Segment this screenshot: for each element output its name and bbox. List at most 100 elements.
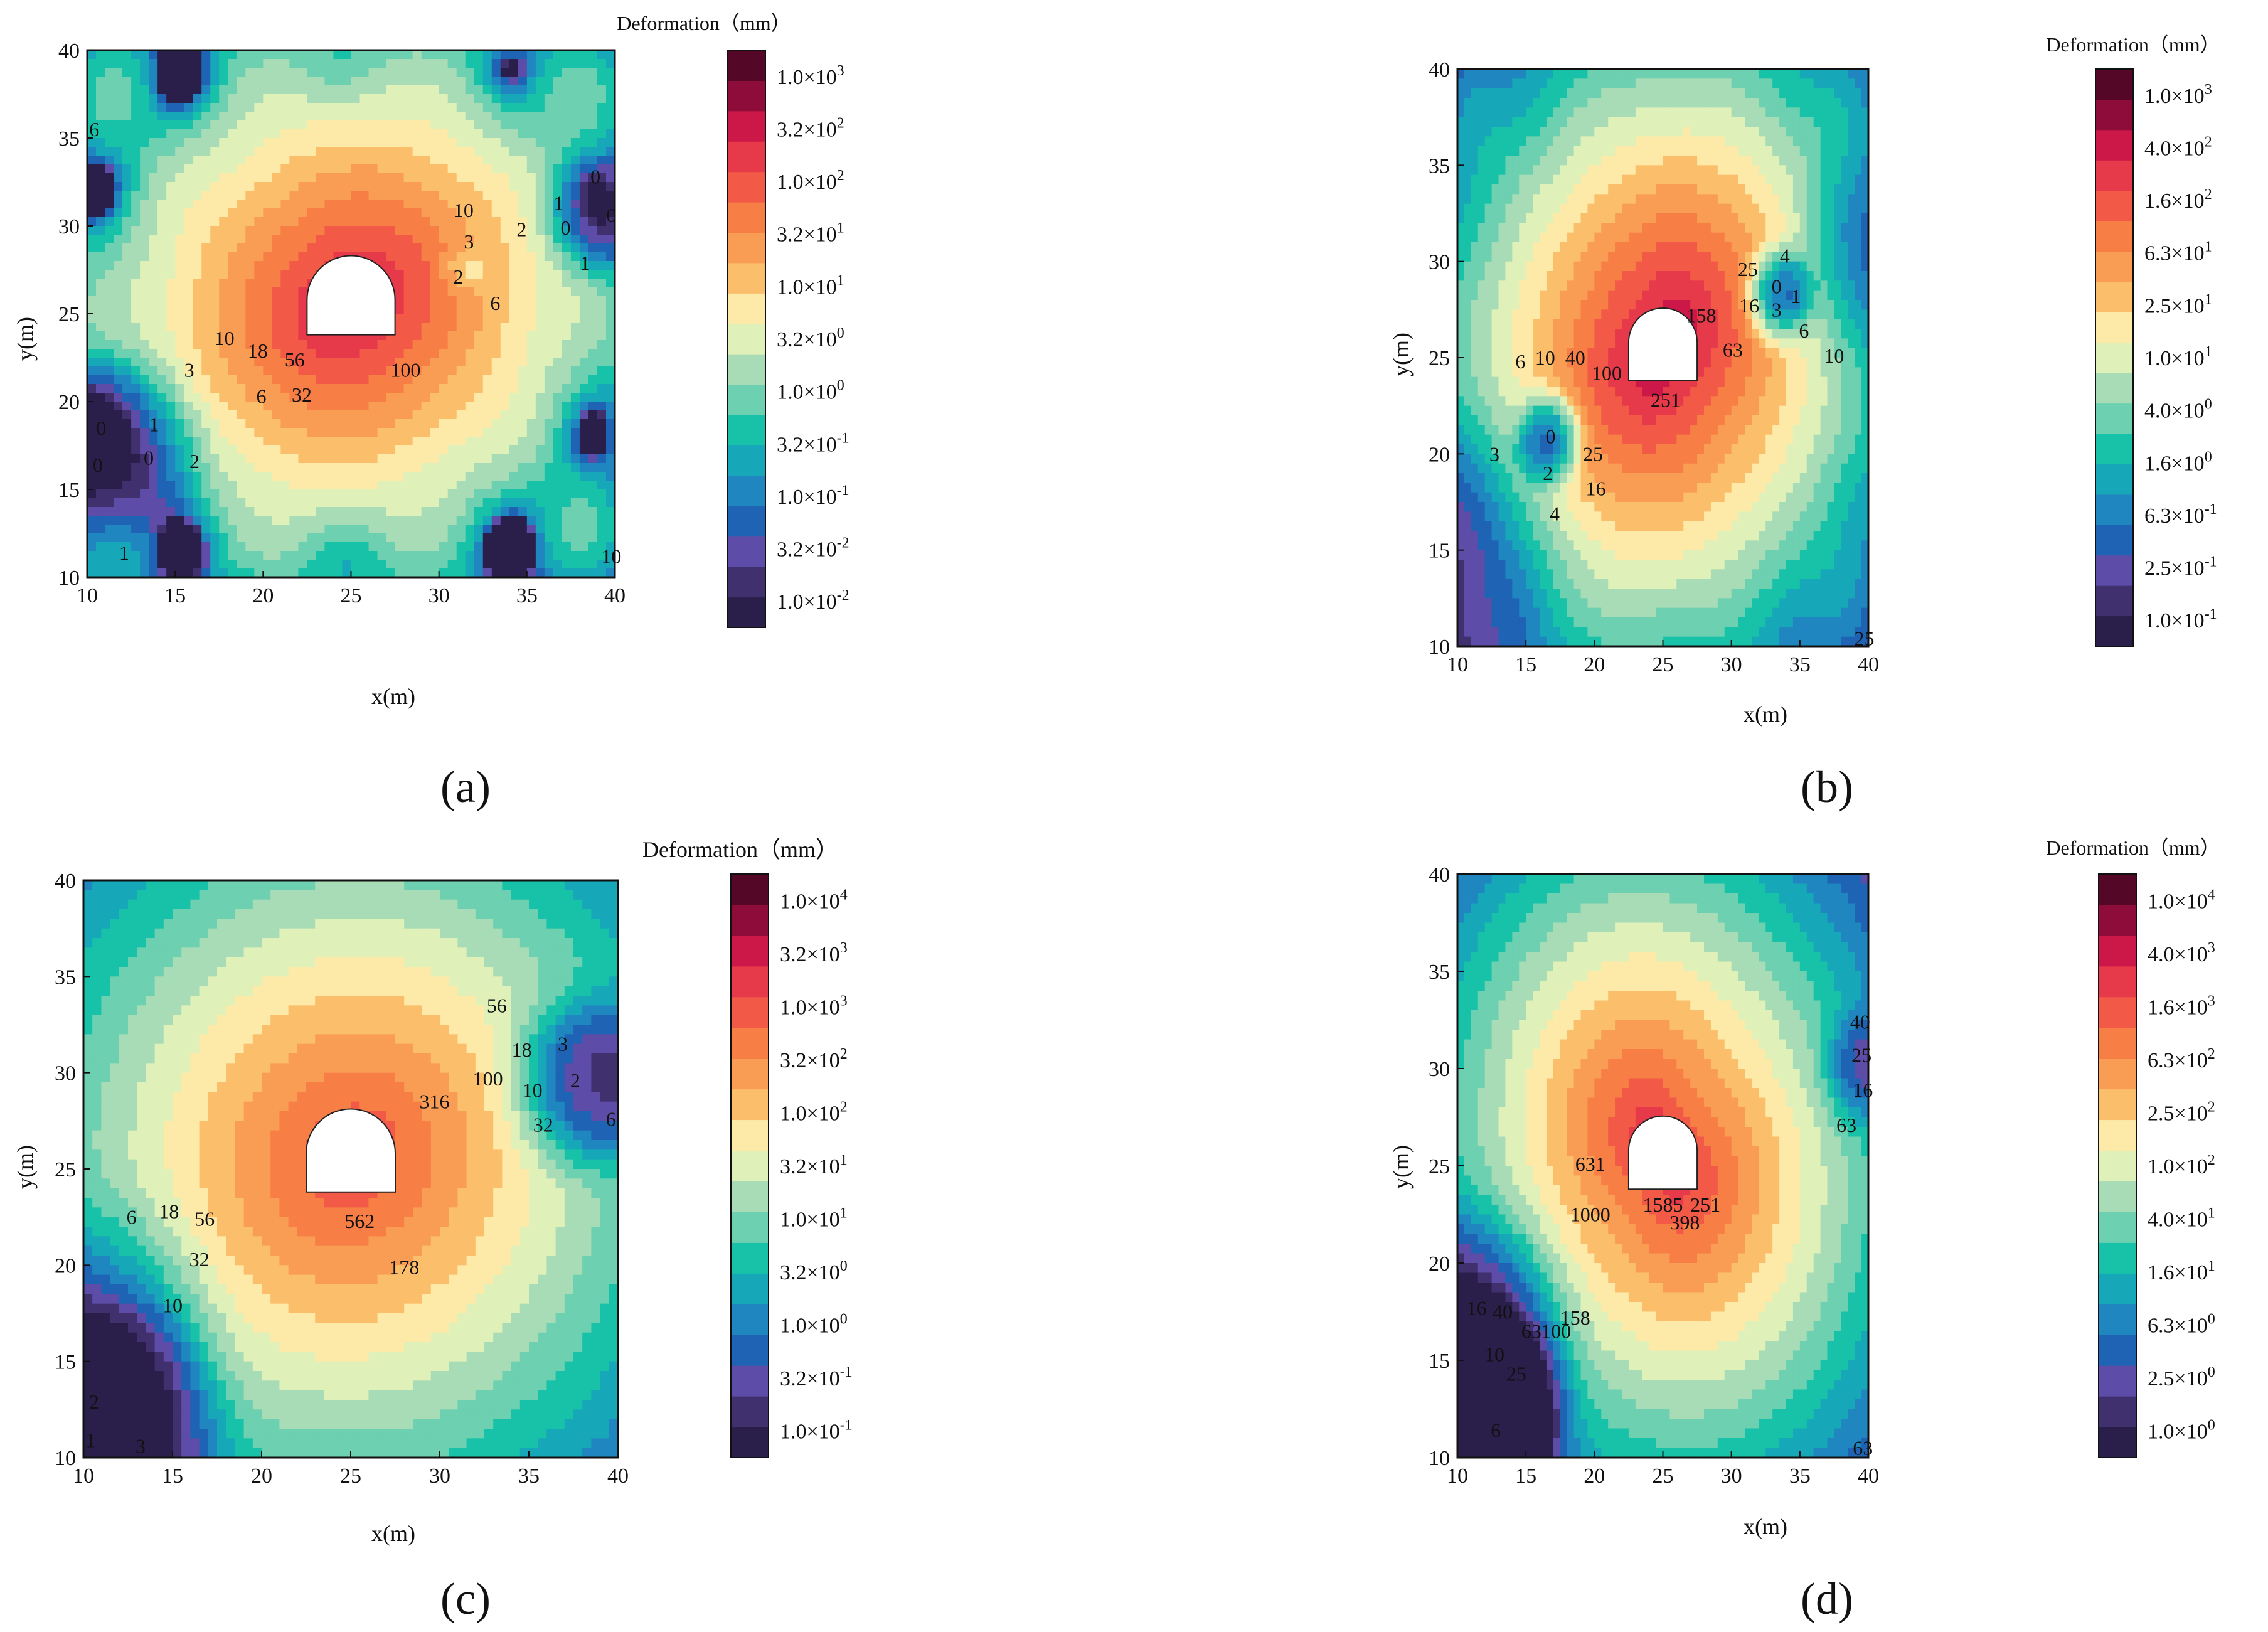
panel-a-field-cell xyxy=(219,217,228,227)
panel-a-field-cell xyxy=(403,59,413,68)
panel-b-field-cell xyxy=(1484,88,1493,99)
panel-b-field-cell xyxy=(1779,88,1787,99)
panel-a-field-cell xyxy=(114,393,123,402)
panel-a-field-cell xyxy=(518,112,528,121)
panel-a-field-cell xyxy=(96,472,105,481)
panel-a-field-cell xyxy=(395,323,405,332)
panel-a-field-cell xyxy=(526,59,536,68)
panel-a-field-cell xyxy=(562,208,572,218)
panel-a-field-cell xyxy=(157,296,167,306)
panel-b-field-cell xyxy=(1704,78,1712,89)
panel-b-field-cell xyxy=(1519,127,1526,137)
panel-a-field-cell xyxy=(166,489,176,499)
panel-a-field-cell xyxy=(122,437,132,446)
panel-a-field-cell xyxy=(605,489,615,499)
panel-a-field-cell xyxy=(166,507,176,516)
panel-a-field-cell xyxy=(456,182,466,191)
panel-b-field-cell xyxy=(1491,117,1499,127)
panel-b-field-cell xyxy=(1580,146,1589,156)
panel-a-field-cell xyxy=(298,445,308,455)
panel-b-field-cell xyxy=(1717,78,1725,89)
panel-a-field-cell xyxy=(114,279,123,288)
panel-b-field-cell xyxy=(1806,78,1814,89)
panel-a-field-cell xyxy=(166,296,176,306)
panel-b-field-cell xyxy=(1512,165,1520,176)
panel-b-field-cell xyxy=(1697,271,1705,281)
panel-b-field-cell xyxy=(1792,232,1801,243)
panel-a-field-cell xyxy=(228,472,237,481)
panel-a-field-cell xyxy=(219,261,228,270)
panel-a-field-cell xyxy=(87,410,97,420)
panel-b-field-cell xyxy=(1669,69,1677,79)
panel-a-field-cell xyxy=(149,252,158,262)
panel-a-field-cell xyxy=(544,156,554,165)
panel-a-field-cell xyxy=(333,463,343,472)
panel-a-field-cell xyxy=(421,287,431,297)
panel-b-field-cell xyxy=(1669,271,1677,281)
panel-a-field-cell xyxy=(210,85,220,95)
panel-a-field-cell xyxy=(140,208,149,218)
panel-b-field-cell xyxy=(1848,127,1855,137)
panel-a-field-cell xyxy=(403,340,413,349)
panel-a-field-cell xyxy=(403,147,413,156)
panel-a-field-cell xyxy=(219,270,228,279)
panel-b-field-cell xyxy=(1745,261,1753,272)
panel-a-field-cell xyxy=(526,270,536,279)
panel-b-field-cell xyxy=(1546,127,1554,137)
panel-a-field-cell xyxy=(421,516,431,525)
panel-a-field-cell xyxy=(210,340,220,349)
panel-a-field-cell xyxy=(526,112,536,121)
panel-a-field-cell xyxy=(122,77,132,86)
panel-a-field-cell xyxy=(579,287,589,297)
panel-a-field-cell xyxy=(368,542,378,552)
panel-a-field-cell xyxy=(579,147,589,156)
panel-a-field-cell xyxy=(474,147,484,156)
panel-a-field-cell xyxy=(210,419,220,429)
panel-a-field-cell xyxy=(474,489,484,499)
panel-a-field-cell xyxy=(597,217,607,227)
panel-a-field-cell xyxy=(526,208,536,218)
panel-b-field-cell xyxy=(1628,232,1636,243)
panel-a-field-cell xyxy=(421,314,431,323)
panel-a-field-cell xyxy=(509,551,519,560)
panel-a-field-cell xyxy=(342,366,352,376)
panel-b-field-cell xyxy=(1457,78,1465,89)
panel-a-field-cell xyxy=(562,542,572,552)
panel-a-field-cell xyxy=(105,393,114,402)
panel-a-field-cell xyxy=(359,164,370,174)
panel-a-field-cell xyxy=(280,182,290,191)
panel-a-field-cell xyxy=(149,164,158,174)
panel-a-field-cell xyxy=(403,384,413,393)
panel-a-field-cell xyxy=(579,463,589,472)
panel-a-field-cell xyxy=(482,507,492,516)
panel-a-field-cell xyxy=(482,428,492,437)
panel-a-field-cell xyxy=(535,112,545,121)
panel-b-field-cell xyxy=(1498,127,1506,137)
panel-a-field-cell xyxy=(482,173,492,183)
panel-a-field-cell xyxy=(210,331,220,341)
panel-a-field-cell xyxy=(131,533,141,543)
panel-a-field-cell xyxy=(131,366,141,376)
panel-b-field-cell xyxy=(1546,203,1554,214)
panel-a-field-cell xyxy=(491,77,501,86)
panel-a-field-cell xyxy=(193,120,202,130)
panel-b-field-cell xyxy=(1690,203,1698,214)
panel-a-field-cell xyxy=(526,94,536,104)
panel-a-field-cell xyxy=(307,50,317,60)
panel-a-field-cell xyxy=(254,481,264,490)
panel-a-field-cell xyxy=(316,226,326,235)
panel-b-field-cell xyxy=(1608,69,1616,79)
panel-a-field-cell xyxy=(482,261,492,270)
panel-a-field-cell xyxy=(412,340,422,349)
panel-a-field-cell xyxy=(553,375,563,385)
panel-b-field-cell xyxy=(1786,213,1794,223)
panel-b-field-cell xyxy=(1573,98,1582,108)
panel-a-contour-label: 1 xyxy=(580,252,590,274)
panel-a-field-cell xyxy=(237,375,246,385)
panel-a-colorbar-band xyxy=(728,445,765,476)
panel-a-field-cell xyxy=(474,366,484,376)
panel-b-field-cell xyxy=(1834,69,1841,79)
panel-a-field-cell xyxy=(474,226,484,235)
panel-a-field-cell xyxy=(500,568,510,578)
panel-a-field-cell xyxy=(280,551,290,560)
